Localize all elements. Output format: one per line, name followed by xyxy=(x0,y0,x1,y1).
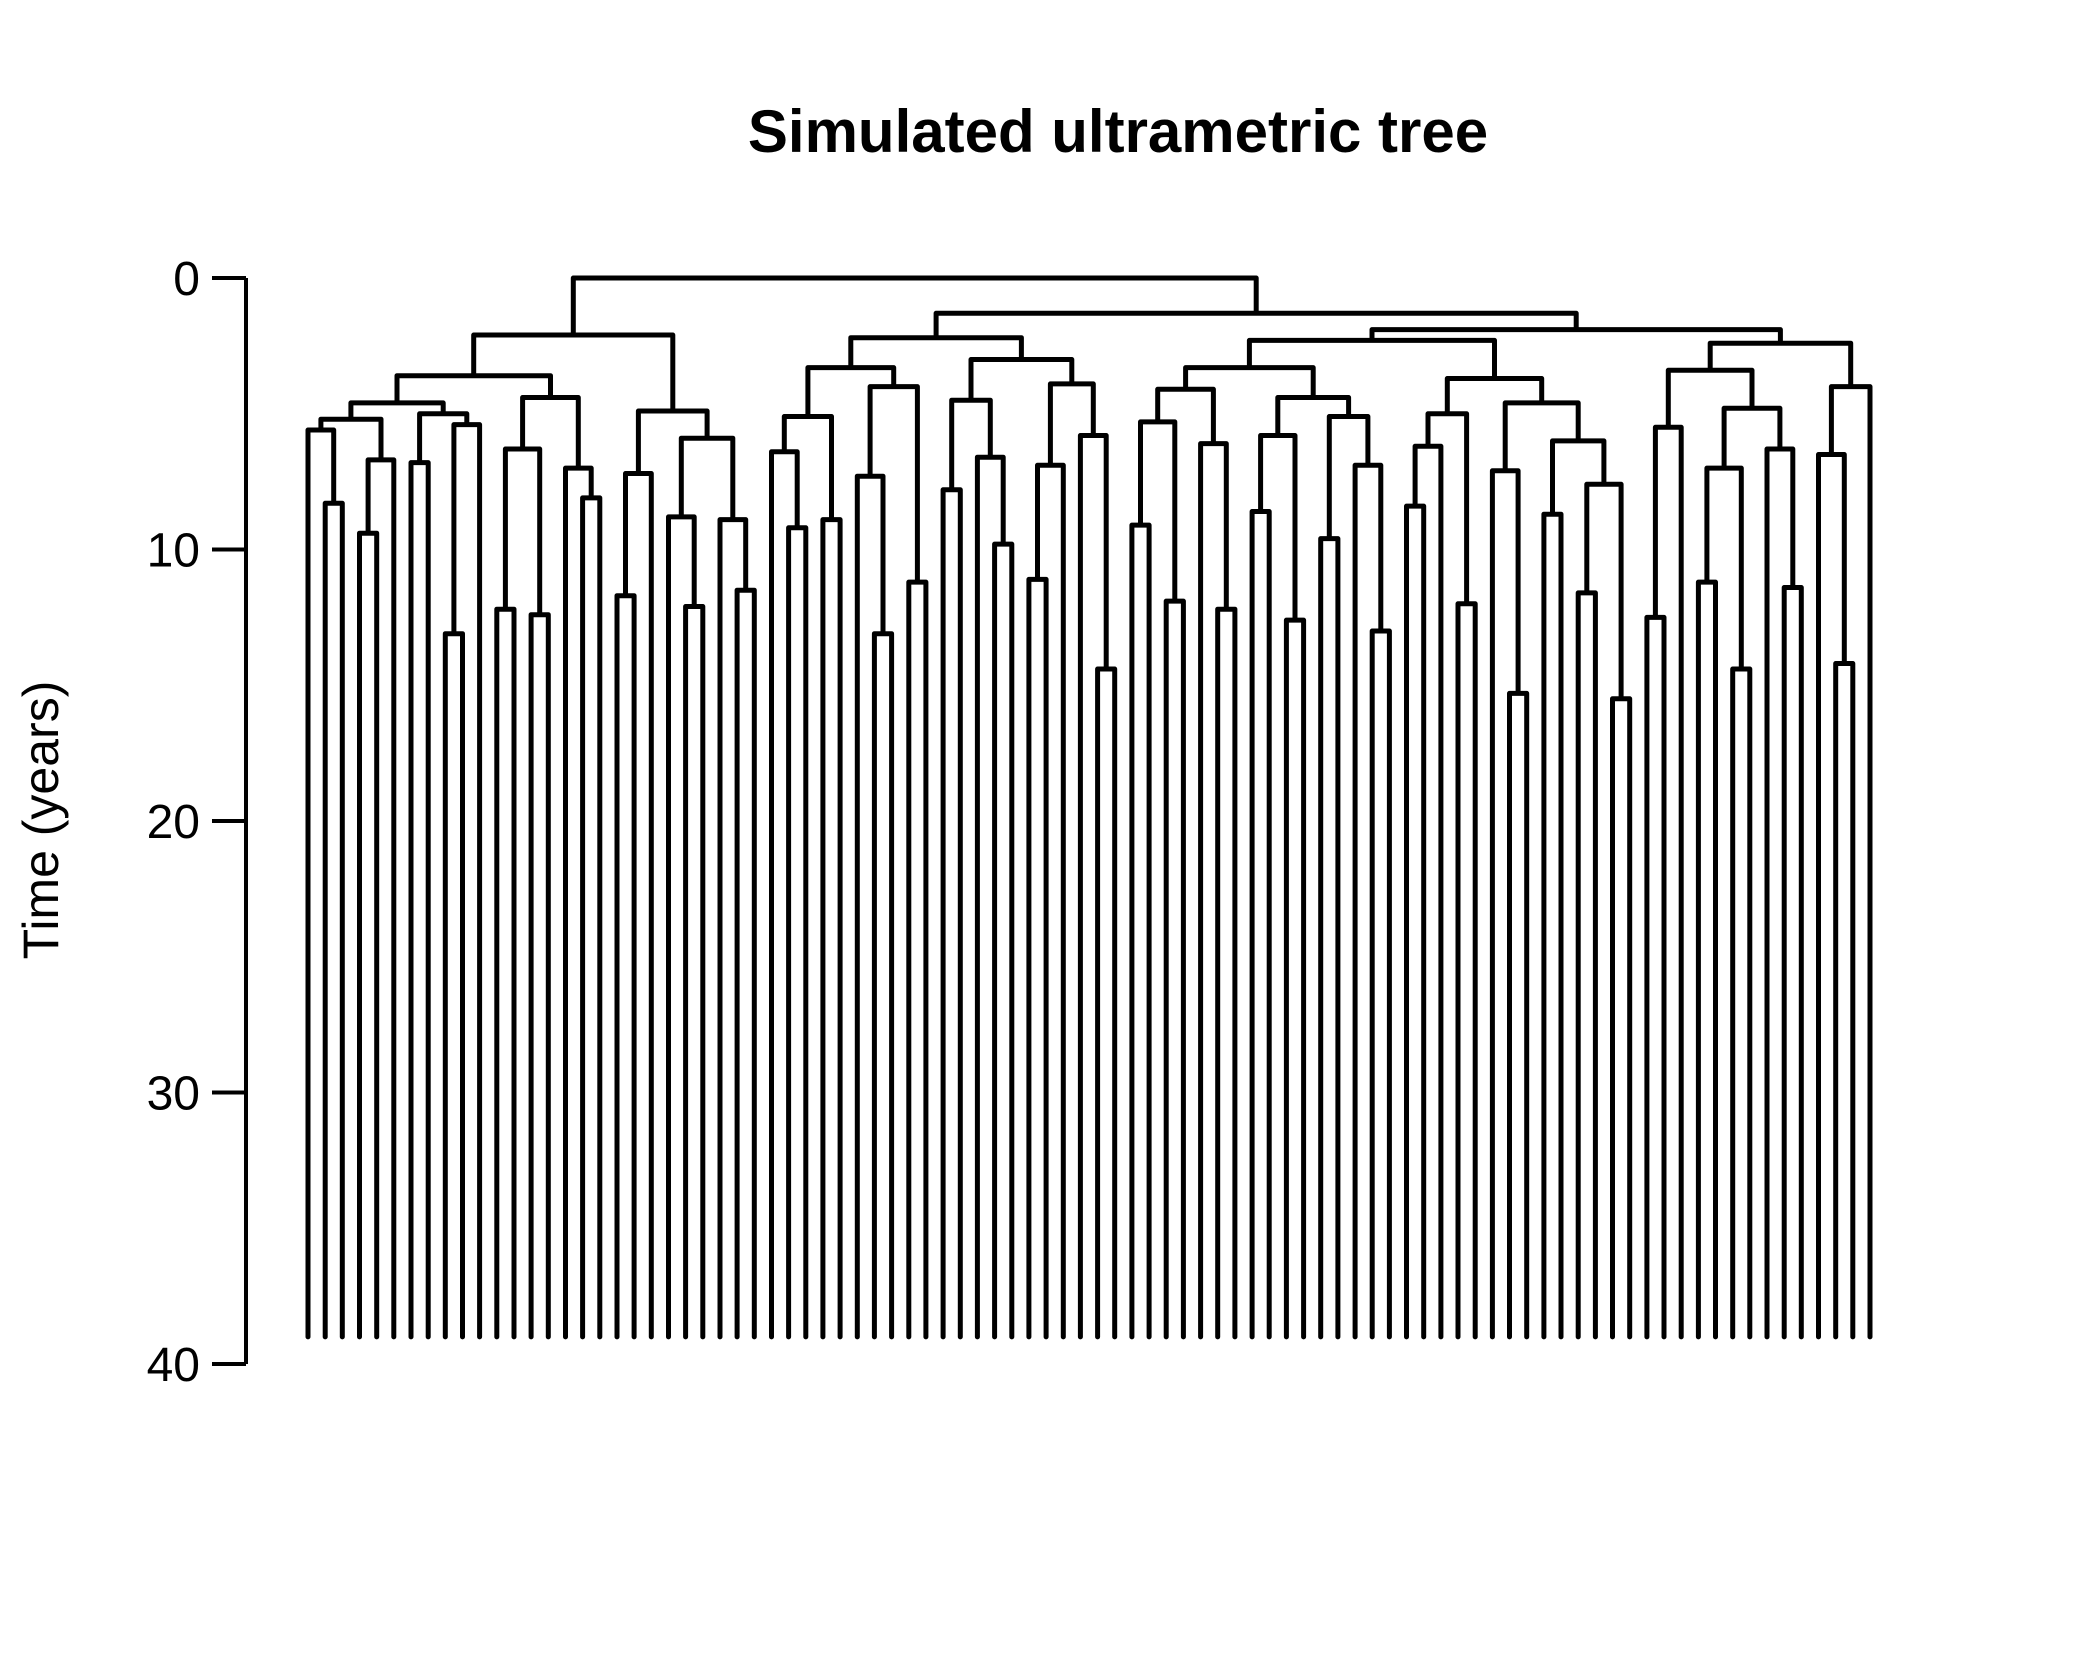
y-axis-tick-label: 40 xyxy=(147,1339,200,1392)
y-axis: 0 10 20 30 40 xyxy=(147,253,248,1392)
y-axis-label: Time (years) xyxy=(13,681,69,960)
dendrogram-path xyxy=(305,275,1873,1340)
y-axis-tick-label: 10 xyxy=(147,524,200,577)
figure-title: Simulated ultrametric tree xyxy=(748,98,1488,165)
y-axis-tick-label: 0 xyxy=(173,253,200,306)
y-axis-tick-label: 20 xyxy=(147,796,200,849)
y-axis-tick-label: 30 xyxy=(147,1067,200,1120)
dendrogram-tree xyxy=(305,275,1873,1340)
